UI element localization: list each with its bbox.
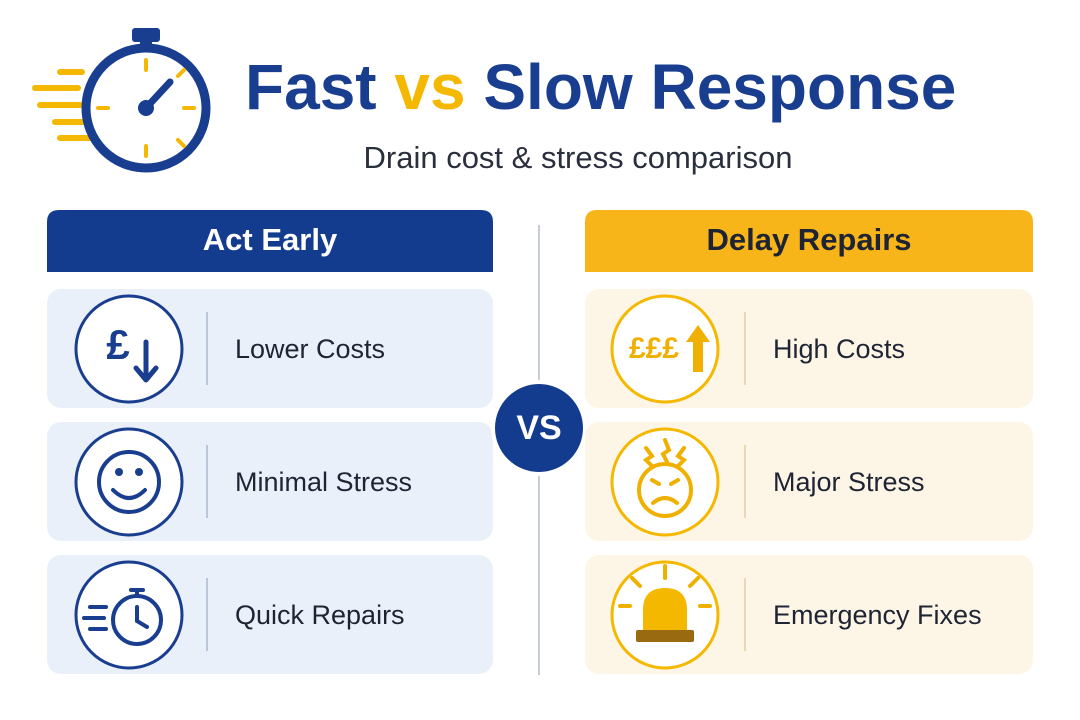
title-part: Slow Response [483,51,956,123]
right-rows: £££ High Costs Major Stress Emergency Fi… [585,289,1033,674]
right-heading-bar [585,210,1033,272]
item-label: Major Stress [773,467,925,497]
left-heading-bar [47,210,493,272]
stopwatch-icon [32,28,211,173]
title-part: Fast [245,51,377,123]
title-part: vs [394,51,465,123]
down-arrow [133,339,159,383]
smile-icon [97,450,161,514]
item-label: Minimal Stress [235,467,412,497]
left-heading: Act Early [203,222,338,257]
right-heading: Delay Repairs [706,222,911,257]
siren-icon [618,564,712,642]
stress-icon [637,438,693,518]
item-label: Quick Repairs [235,600,405,630]
vs-text: VS [516,409,561,447]
quick-icon [82,588,163,646]
item-label: High Costs [773,334,905,364]
up-arrow [686,325,710,372]
item-label: Lower Costs [235,334,385,364]
icon-text: £ [106,321,129,368]
vs-badge [491,380,587,476]
left-rows: £ Lower Costs Minimal Stress Quick Repai… [47,289,493,674]
subtitle: Drain cost & stress comparison [364,140,793,175]
title: Fast vs Slow Response [245,51,956,123]
item-label: Emergency Fixes [773,600,982,630]
icon-text: £££ [629,332,679,365]
